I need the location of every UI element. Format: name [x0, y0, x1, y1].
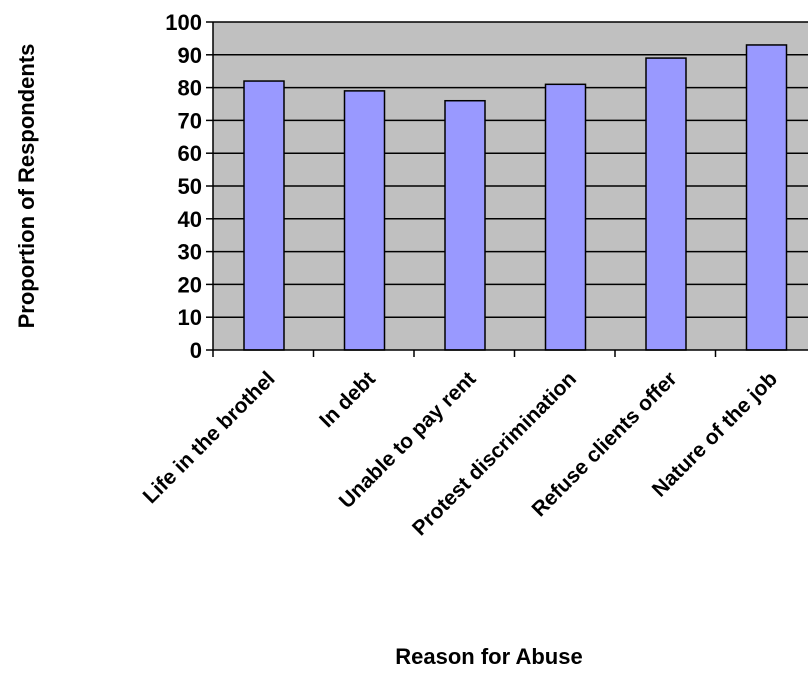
bar	[243, 80, 285, 351]
x-axis-title: Reason for Abuse	[395, 644, 582, 669]
bar	[544, 83, 587, 351]
y-tick-label: 50	[178, 174, 202, 199]
bars-group	[243, 44, 788, 351]
x-tick-label: Protest discrimination	[408, 367, 581, 540]
y-tick-label: 10	[178, 305, 202, 330]
y-tick-label: 20	[178, 272, 202, 297]
y-tick-label: 40	[178, 207, 202, 232]
bar	[444, 99, 486, 351]
y-tick-label: 0	[190, 338, 202, 363]
bar	[745, 44, 788, 351]
x-tick-label: Life in the brothel	[139, 367, 280, 508]
y-tick-label: 60	[178, 141, 202, 166]
y-tick-label: 100	[165, 10, 202, 35]
y-tick-label: 90	[178, 43, 202, 68]
y-tick-label: 70	[178, 108, 202, 133]
y-axis-title: Proportion of Respondents	[14, 44, 39, 329]
y-tick-label: 30	[178, 240, 202, 265]
bar	[343, 90, 386, 351]
bar	[645, 57, 687, 351]
y-tick-label: 80	[178, 76, 202, 101]
x-tick-label: In debt	[315, 367, 380, 432]
plot-area	[213, 21, 808, 350]
